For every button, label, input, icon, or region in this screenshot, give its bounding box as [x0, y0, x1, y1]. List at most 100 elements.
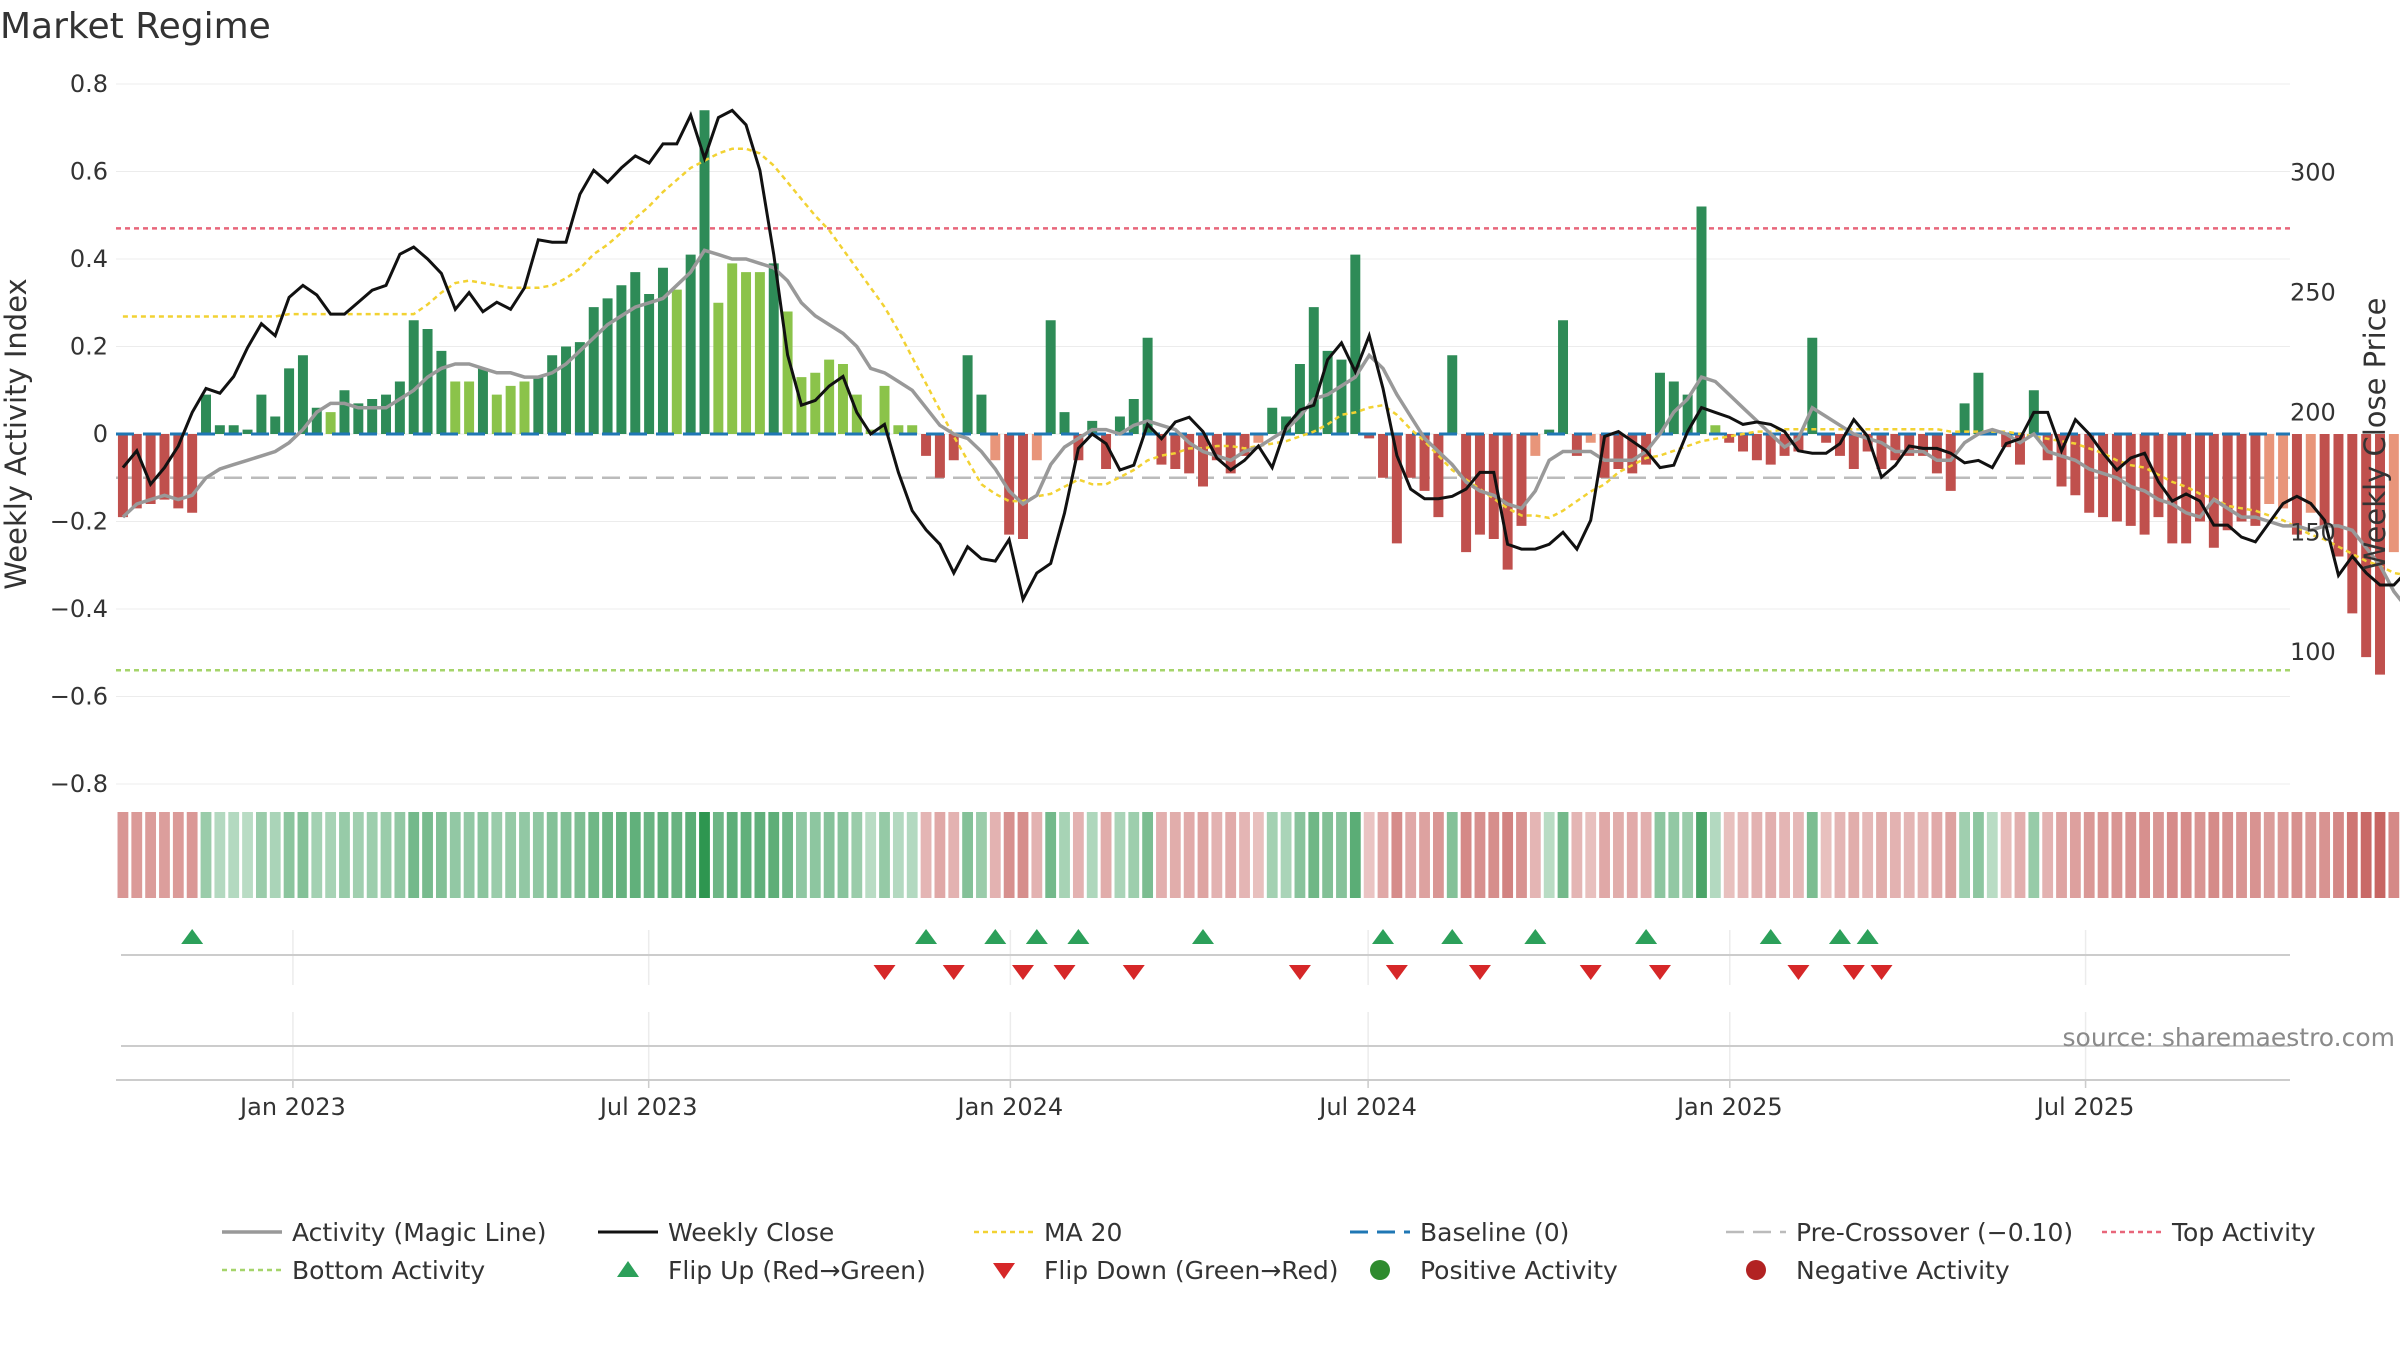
- heat-cell: [1460, 812, 1472, 898]
- heat-cell: [643, 812, 655, 898]
- activity-bar: [1045, 320, 1056, 434]
- activity-bar: [256, 394, 267, 434]
- heat-cell: [1585, 812, 1597, 898]
- heat-cell: [976, 812, 987, 898]
- heat-cell: [823, 812, 835, 898]
- heat-cell: [1848, 812, 1860, 898]
- activity-bar: [630, 272, 641, 434]
- activity-bar: [1170, 434, 1181, 469]
- heat-cell: [1557, 812, 1569, 898]
- heat-cell: [1114, 812, 1126, 898]
- heat-cell: [865, 812, 877, 898]
- heat-cell: [242, 812, 253, 898]
- heat-cell: [269, 812, 281, 898]
- heat-cell: [1280, 812, 1292, 898]
- activity-bar: [325, 412, 336, 434]
- heat-cell: [2180, 812, 2192, 898]
- activity-bar: [2333, 434, 2344, 557]
- activity-bar: [201, 394, 211, 434]
- activity-bars: [116, 110, 2399, 675]
- x-tick-label: Jul 2023: [598, 1093, 698, 1121]
- activity-bar: [1018, 434, 1028, 539]
- heat-cell: [172, 812, 184, 898]
- activity-bar: [1364, 434, 1375, 439]
- activity-bar: [1765, 434, 1776, 465]
- activity-bar: [1959, 403, 1970, 434]
- activity-bar: [1738, 434, 1749, 452]
- heat-cell: [1834, 812, 1846, 898]
- legend-icon: [1746, 1260, 1766, 1280]
- activity-bar: [1710, 425, 1721, 434]
- activity-bar: [879, 385, 890, 434]
- activity-bar: [1544, 429, 1555, 434]
- flip-down-marker: [1579, 965, 1602, 980]
- heat-cell: [754, 812, 766, 898]
- activity-bar: [810, 372, 821, 434]
- flip-up-marker: [181, 929, 204, 944]
- y-tick-label-left: 0.4: [70, 245, 108, 273]
- heat-cell: [2319, 812, 2331, 898]
- heat-cell: [1876, 812, 1887, 898]
- activity-bar: [685, 254, 696, 434]
- activity-bar: [2291, 434, 2302, 535]
- activity-bar: [394, 381, 405, 434]
- activity-bar: [837, 364, 848, 434]
- activity-bar: [893, 425, 904, 434]
- flip-down-marker: [1288, 965, 1311, 980]
- activity-bar: [962, 355, 973, 434]
- heat-cell: [131, 812, 143, 898]
- activity-bar: [2001, 434, 2012, 448]
- flip-up-marker: [1067, 929, 1090, 944]
- heat-cell: [2236, 812, 2247, 898]
- activity-bar: [1654, 372, 1665, 434]
- activity-bar: [976, 394, 987, 434]
- series-lines: [121, 108, 2400, 604]
- heat-cell: [463, 812, 475, 898]
- activity-bar: [173, 434, 184, 509]
- activity-bar: [1613, 434, 1624, 469]
- heat-cell: [1779, 812, 1790, 898]
- heat-cell: [837, 812, 849, 898]
- activity-bar: [907, 425, 918, 434]
- activity-bar: [948, 434, 959, 461]
- y-tick-label-left: 0: [93, 420, 108, 448]
- activity-bar: [588, 307, 599, 434]
- y-axis-title-right: Weekly Close Price: [2358, 298, 2392, 571]
- heat-cell: [1806, 812, 1818, 898]
- heat-cell: [1059, 812, 1070, 898]
- activity-bar: [2319, 434, 2330, 526]
- activity-bar: [228, 425, 239, 434]
- heat-cell: [906, 812, 918, 898]
- heat-cell: [255, 812, 267, 898]
- flip-down-marker: [1011, 965, 1034, 980]
- heat-cell: [352, 812, 364, 898]
- activity-bar: [1447, 355, 1458, 434]
- activity-bar: [450, 381, 461, 434]
- legend-label: Activity (Magic Line): [292, 1218, 546, 1247]
- activity-bar: [533, 377, 544, 434]
- flip-down-marker: [942, 965, 965, 980]
- heat-cell: [1336, 812, 1347, 898]
- heat-cell: [186, 812, 198, 898]
- heat-cell: [1017, 812, 1029, 898]
- y-tick-label-left: −0.6: [50, 683, 108, 711]
- y-tick-label-right: 200: [2290, 398, 2336, 426]
- activity-bar: [2125, 434, 2136, 526]
- activity-bar: [1184, 434, 1195, 474]
- heat-cell: [1751, 812, 1763, 898]
- activity-bar: [1502, 434, 1513, 570]
- activity-bar: [1391, 434, 1402, 544]
- heat-cell: [519, 812, 530, 898]
- activity-bar: [768, 263, 779, 434]
- activity-bar: [242, 429, 253, 434]
- legend-label: MA 20: [1044, 1218, 1122, 1247]
- flip-down-marker: [873, 965, 896, 980]
- activity-bar: [2347, 434, 2358, 614]
- heat-cell: [2014, 812, 2026, 898]
- activity-bar: [1862, 434, 1873, 452]
- heat-cell: [214, 812, 226, 898]
- activity-bar: [2056, 434, 2067, 487]
- y-tick-label-right: 150: [2290, 518, 2336, 546]
- activity-bar: [699, 110, 710, 434]
